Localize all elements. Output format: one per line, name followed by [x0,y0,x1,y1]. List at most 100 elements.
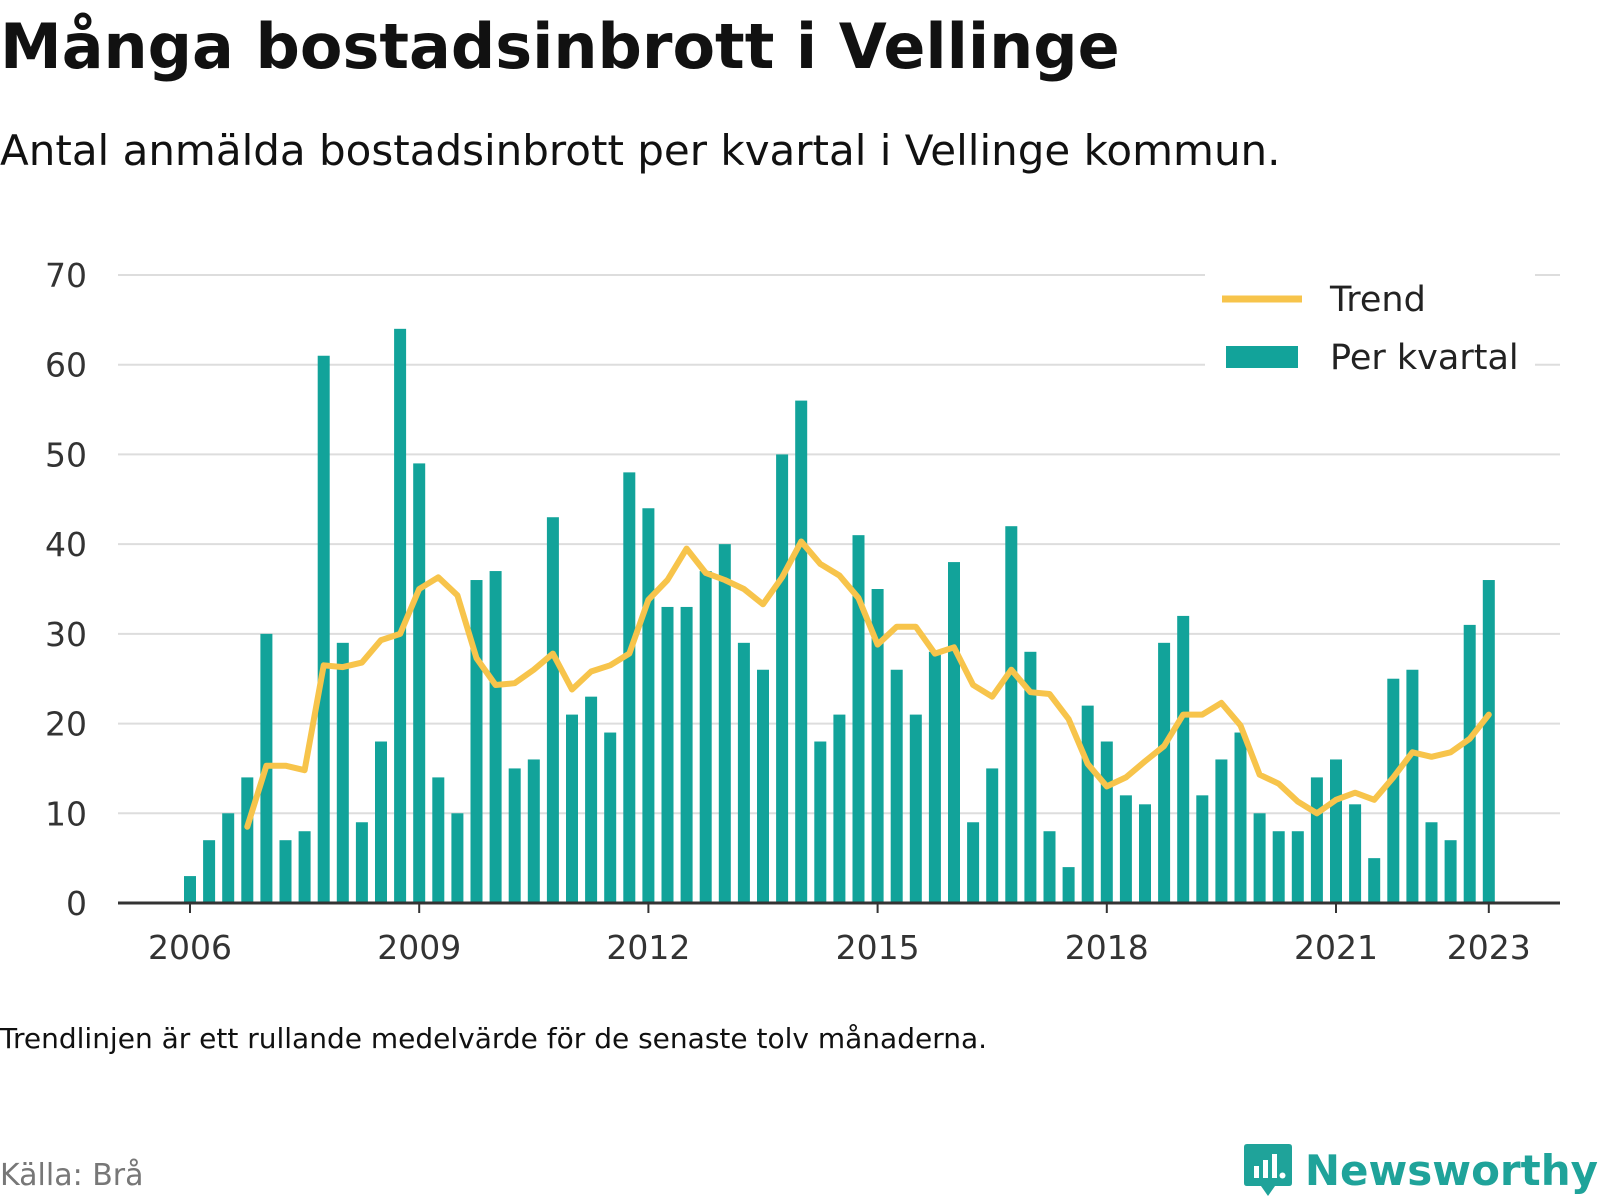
y-tick-label: 50 [45,435,87,474]
source-label: Källa: Brå [0,1158,144,1193]
bar [776,454,789,903]
bar [279,840,292,903]
bar [604,732,617,903]
bar [546,517,559,903]
legend-label: Trend [1329,280,1426,320]
bar [661,606,674,903]
x-tick-label: 2021 [1294,928,1378,967]
bar [1291,831,1304,903]
x-tick-label: 2023 [1447,928,1531,967]
bar-series [184,328,1495,903]
bar [585,696,598,903]
bar [623,472,636,903]
trend-series [244,538,1492,830]
bar [699,571,712,903]
bar [642,508,655,903]
x-tick-label: 2015 [836,928,920,967]
bar [375,741,387,903]
bar [1406,669,1419,903]
x-tick-label: 2006 [148,928,232,967]
bar [355,822,368,903]
bar [241,777,254,903]
bar [1482,580,1495,903]
bar [1349,804,1362,903]
bar [222,813,235,903]
bar [1215,759,1228,903]
newsworthy-logo-icon [1243,1144,1292,1196]
bar [432,777,445,903]
bar [890,669,903,903]
bar [833,714,846,903]
bar [948,562,960,903]
chart-plot: 0 10 20 30 40 50 60 70 2006 2009 2012 2015 2018 2021… [45,256,1560,967]
bar [737,642,750,903]
bar [1139,804,1151,903]
y-tick-label: 20 [45,705,87,744]
bar [680,606,693,903]
bar [814,741,827,903]
bar [527,759,540,903]
bar [757,669,769,903]
legend: Trend Per kvartal [1205,272,1535,382]
bar [1425,822,1438,903]
bar [184,876,196,903]
bar [394,328,407,903]
bar [1158,642,1171,903]
bar [1253,813,1266,903]
x-tick-label: 2012 [606,928,690,967]
bar [1119,795,1132,903]
bar [451,813,464,903]
bar [336,642,349,903]
y-tick-label: 60 [45,346,87,385]
bar [1330,759,1342,903]
bar [1310,777,1323,903]
bar [718,544,731,903]
bar [203,840,216,903]
legend-label: Per kvartal [1330,338,1519,378]
brand-name: Newsworthy [1304,1145,1598,1195]
bar [1463,624,1476,903]
bar [852,535,865,903]
y-tick-label: 70 [45,256,87,295]
y-axis-ticks: 0 10 20 30 40 50 60 70 [45,256,87,923]
brand-logo: Newsworthy [1243,1140,1598,1200]
bar [470,580,483,903]
bar [986,768,999,903]
bar [298,831,311,903]
bar [1234,732,1247,903]
bar [508,768,521,903]
x-tick-label: 2009 [377,928,461,967]
bar [1444,840,1457,903]
bar [1062,867,1075,903]
bar [413,463,426,903]
bar [1368,858,1381,903]
bar [871,589,884,903]
bar [1387,678,1400,903]
x-tick-label: 2018 [1065,928,1149,967]
bar [909,714,922,903]
bar [489,571,502,903]
bar [1005,526,1018,903]
bar [1196,795,1209,903]
y-tick-label: 10 [45,794,87,833]
bar [1081,705,1094,903]
bar [1177,615,1190,903]
chart-subtitle: Antal anmälda bostadsinbrott per kvartal… [0,126,1281,175]
chart-title: Många bostadsinbrott i Vellinge [0,10,1120,83]
bar [1043,831,1056,903]
bar [1024,651,1037,903]
bar [566,714,578,903]
bar [795,400,808,903]
bar [1100,741,1113,903]
y-tick-label: 0 [66,884,87,923]
bar [928,651,941,903]
bar [967,822,980,903]
trend-line [244,538,1492,830]
y-tick-label: 30 [45,615,87,654]
legend-swatch-per-kvartal [1226,346,1298,368]
y-tick-label: 40 [45,525,87,564]
bar [1272,831,1285,903]
footnote: Trendlinjen är ett rullande medelvärde f… [0,1022,988,1055]
bar [317,355,330,903]
x-axis: 2006 2009 2012 2015 2018 2021 2023 [118,901,1560,967]
